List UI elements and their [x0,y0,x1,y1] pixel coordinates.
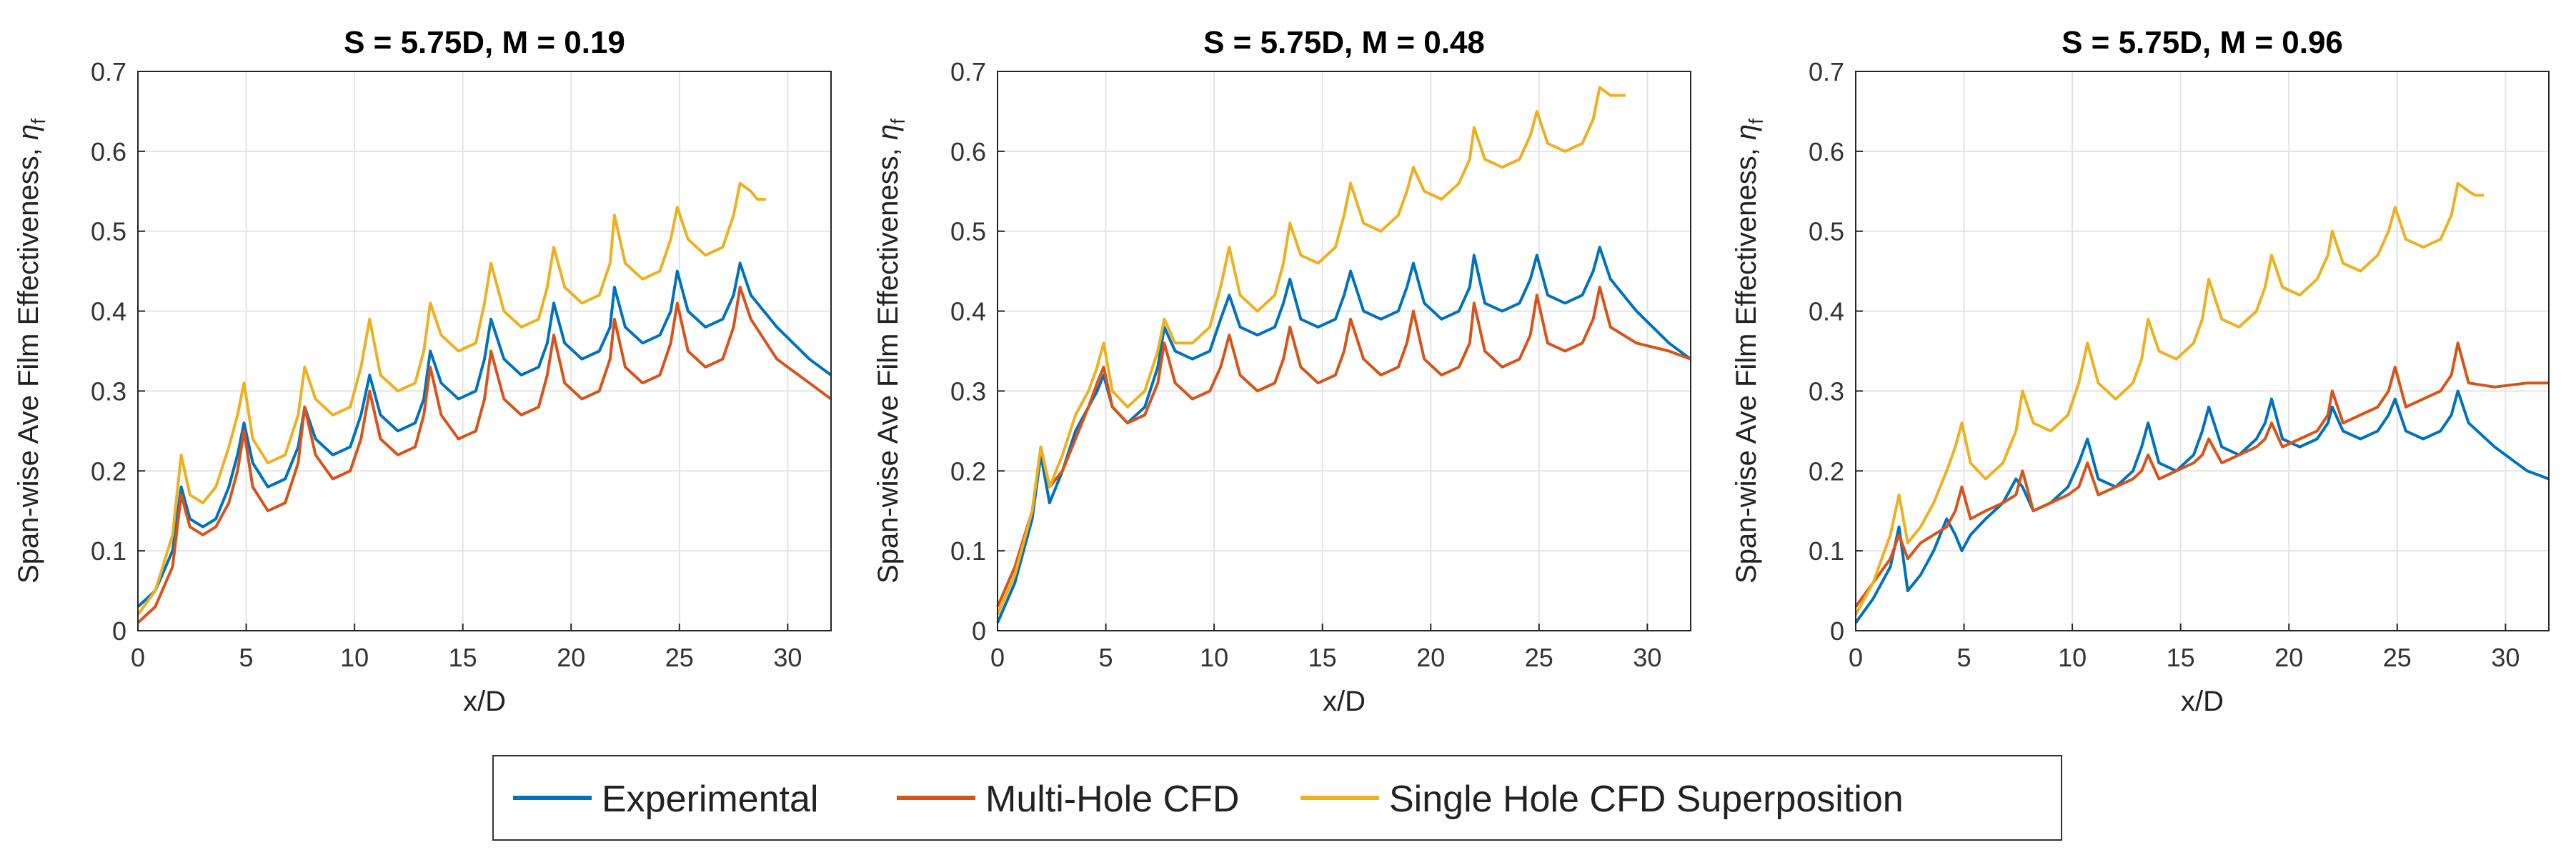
x-axis-label: x/D [2181,686,2224,717]
plot-area [1856,71,2549,631]
x-tick-label: 15 [1308,643,1337,672]
y-tick-label: 0.7 [1809,57,1844,86]
x-tick-label: 5 [1099,643,1113,672]
y-tick-label: 0.5 [950,217,986,246]
y-tick-label: 0.6 [950,137,986,166]
x-tick-label: 15 [449,643,477,672]
y-tick-label: 0.1 [1809,536,1844,566]
y-tick-label: 0.5 [1809,217,1844,246]
chart-title: S = 5.75D, M = 0.48 [1203,25,1485,60]
legend-label-multi-hole-cfd: Multi-Hole CFD [985,779,1239,820]
x-tick-label: 0 [131,643,145,672]
chart-panel-3: 0 5 10 15 20 25 30 0 0.1 0.2 0.3 0.4 0.5 0.6 0.7 S = 5.… [1731,25,2550,717]
x-tick-label: 20 [2274,643,2303,672]
y-axis-label: Span-wise Ave Film Effectiveness, ηf [1731,119,1767,584]
axes-box [137,71,832,631]
series-line-experimental [136,261,832,608]
y-tick-label: 0.6 [1809,137,1844,166]
x-axis-label: x/D [1323,686,1366,717]
y-tick-label: 0.7 [950,57,986,86]
y-tick-label: 0.6 [91,137,126,166]
x-tick-label: 0 [1849,643,1863,672]
y-tick-label: 0 [112,616,126,646]
y-tick-label: 0.2 [1809,456,1844,486]
y-tick-label: 0.3 [950,376,986,406]
chart-title: S = 5.75D, M = 0.19 [344,25,625,60]
x-tick-label: 5 [1957,643,1971,672]
y-tick-label: 0.7 [91,57,126,86]
series-line-single-hole-cfd-superposition [1854,181,2485,616]
x-tick-label: 20 [557,643,585,672]
x-tick-label: 30 [773,643,802,672]
series-line-single-hole-cfd-superposition [996,86,1626,616]
x-tick-label: 20 [1416,643,1445,672]
chart-panel-2: 0 5 10 15 20 25 30 0 0.1 0.2 0.3 0.4 0.5 0.6 0.7 S = 5.… [872,25,1692,717]
x-tick-label: 10 [2058,643,2087,672]
series-line-experimental [1854,389,2550,624]
x-tick-label: 25 [2383,643,2412,672]
axes-box [997,71,1691,631]
series-line-multi-hole-cfd [1854,341,2549,608]
y-tick-label: 0.3 [1809,376,1844,406]
series-line-single-hole-cfd-superposition [136,181,767,616]
legend-label-experimental: Experimental [602,779,818,820]
series-line-experimental [996,246,1692,624]
x-tick-label: 10 [1200,643,1228,672]
x-tick-label: 25 [665,643,694,672]
legend-label-single-hole-cfd-superposition: Single Hole CFD Superposition [1389,779,1904,820]
x-tick-label: 10 [340,643,369,672]
y-tick-label: 0.4 [1809,297,1844,326]
y-tick-label: 0.4 [91,297,126,326]
y-axis-label: Span-wise Ave Film Effectiveness, ηf [13,119,49,584]
x-tick-label: 30 [2491,643,2520,672]
y-axis-label: Span-wise Ave Film Effectiveness, ηf [872,119,909,584]
y-tick-label: 0.4 [950,297,986,326]
x-axis-label: x/D [463,686,506,717]
y-tick-label: 0.2 [950,456,986,486]
axes-box [1855,71,2550,631]
y-tick-label: 0 [1830,616,1844,646]
series-line-multi-hole-cfd [136,286,832,624]
y-tick-label: 0.1 [950,536,986,566]
y-tick-label: 0.1 [91,536,126,566]
chart-title: S = 5.75D, M = 0.96 [2062,25,2343,60]
x-tick-label: 30 [1633,643,1661,672]
x-tick-label: 5 [239,643,254,672]
legend-box [492,755,2062,841]
legend: Experimental Multi-Hole CFD Single Hole … [492,755,2062,841]
y-tick-label: 0 [972,616,986,646]
x-tick-label: 25 [1525,643,1553,672]
series-line-multi-hole-cfd [996,286,1691,608]
y-tick-label: 0.2 [91,456,126,486]
y-tick-label: 0.3 [91,376,126,406]
x-tick-label: 0 [990,643,1005,672]
chart-panel-1: 0 5 10 15 20 25 30 0 0.1 0.2 0.3 0.4 0.5 0.6 0.7 S = 5.… [13,25,832,717]
y-tick-label: 0.5 [91,217,126,246]
x-tick-label: 15 [2167,643,2195,672]
